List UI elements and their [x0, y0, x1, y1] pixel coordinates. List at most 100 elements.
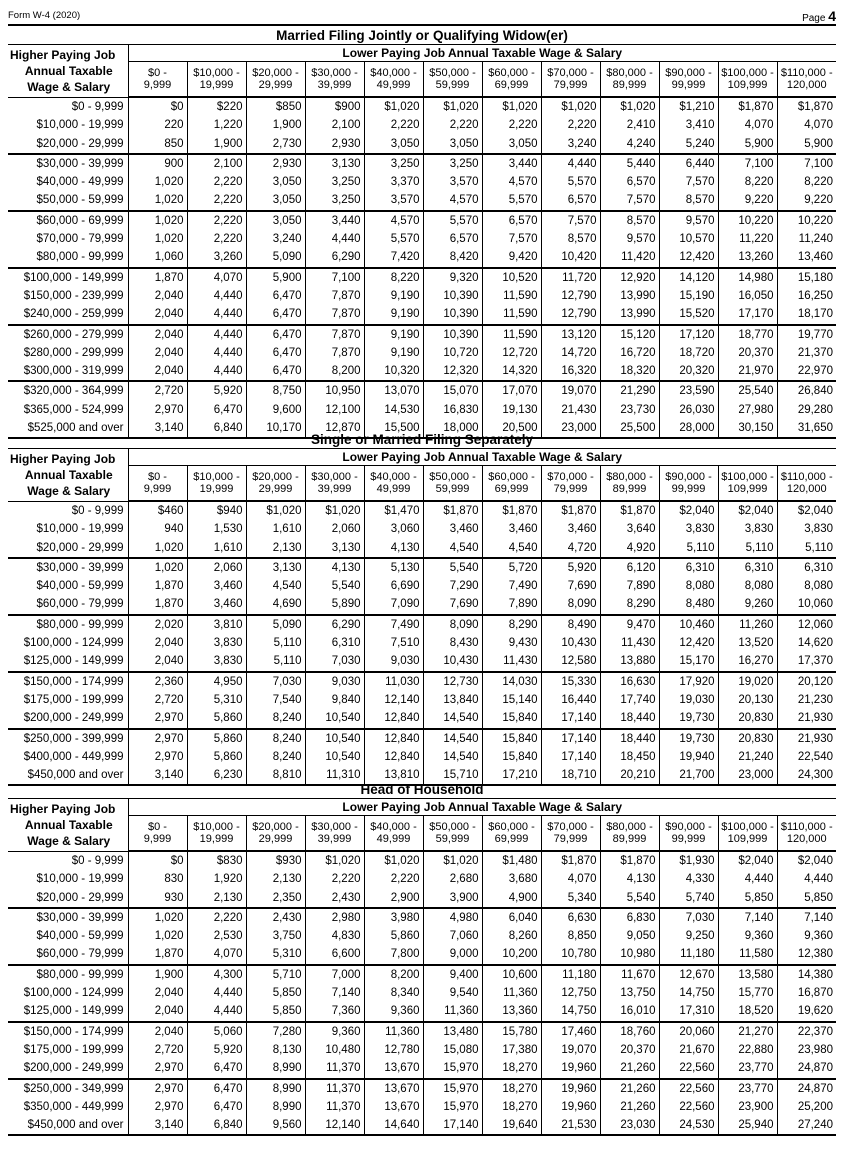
table-cell: 16,720: [599, 343, 659, 363]
table-cell: 7,090: [363, 595, 423, 615]
row-label: $150,000 - 174,999: [8, 1020, 129, 1041]
table-cell: 24,530: [658, 1116, 718, 1137]
page-number: Page 4: [802, 8, 836, 24]
table-cell: 28,000: [658, 419, 718, 440]
table-cell: 12,420: [658, 248, 718, 268]
table-cell: 16,010: [599, 1002, 659, 1022]
table-row: $0 - 9,999 $0 $220 $850 $900 $1,020 $1,020 $1,0…: [8, 97, 836, 117]
row-label: $20,000 - 29,999: [8, 538, 129, 558]
table-cell: 6,120: [599, 556, 659, 578]
column-header: $80,000 -89,999: [599, 61, 659, 98]
table-cell: 21,370: [776, 343, 836, 363]
table-cell: 5,340: [540, 888, 600, 908]
table-cell: 1,900: [127, 963, 187, 985]
table-cell: 1,870: [127, 595, 187, 615]
table-cell: 3,240: [245, 230, 305, 249]
table-cell: 21,290: [599, 380, 659, 401]
table-cell: 8,750: [245, 380, 305, 401]
table-cell: 17,120: [658, 323, 718, 344]
table-cell: 5,110: [245, 634, 305, 653]
table-cell: 5,540: [304, 577, 364, 596]
table-cell: 12,140: [363, 690, 423, 710]
table-cell: 7,800: [363, 945, 423, 965]
column-header-from: $20,000 -: [252, 821, 299, 833]
table-cell: 6,470: [186, 400, 246, 420]
column-header-to: 79,999: [553, 79, 588, 91]
table-row: $70,000 - 79,999 1,020 2,220 3,240 4,440 5,57…: [8, 230, 836, 249]
table-cell: 15,970: [422, 1077, 482, 1098]
column-header-to: 39,999: [317, 833, 352, 845]
table-cell: $1,870: [422, 501, 482, 521]
table-cell: 13,880: [599, 652, 659, 672]
table-cell: 12,780: [363, 1040, 423, 1060]
form-name: Form W-4 (2020): [8, 10, 81, 21]
table-cell: 8,220: [363, 266, 423, 287]
row-label: $200,000 - 249,999: [8, 709, 129, 729]
table-cell: 3,460: [186, 595, 246, 615]
column-header: $0 -9,999: [127, 61, 187, 98]
table-cell: 19,130: [481, 400, 541, 420]
table-cell: 5,110: [658, 538, 718, 558]
table-cell: 5,310: [245, 945, 305, 965]
table-cell: 2,040: [127, 1002, 187, 1022]
column-header-from: $50,000 -: [429, 821, 476, 833]
column-header-from: $110,000 -: [780, 471, 833, 483]
row-label: $100,000 - 124,999: [8, 984, 129, 1003]
table-cell: 14,540: [422, 727, 482, 748]
table-cell: 8,240: [245, 727, 305, 748]
row-label: $30,000 - 39,999: [8, 556, 129, 578]
table-cell: 25,200: [776, 1097, 836, 1117]
table-cell: 12,380: [776, 945, 836, 965]
column-header: $20,000 -29,999: [245, 61, 305, 98]
table-cell: 3,250: [304, 191, 364, 211]
table-cell: 5,130: [363, 556, 423, 578]
table-cell: 5,850: [776, 888, 836, 908]
table-cell: 26,030: [658, 400, 718, 420]
table-cell: 2,100: [304, 116, 364, 135]
row-label: $60,000 - 79,999: [8, 945, 129, 965]
table-cell: 2,020: [127, 613, 187, 635]
table-cell: 3,050: [245, 191, 305, 211]
table-cell: 2,980: [304, 906, 364, 928]
table-cell: 3,250: [304, 173, 364, 192]
table-cell: 11,310: [304, 766, 364, 787]
table-cell: 6,570: [540, 191, 600, 211]
table-cell: 6,470: [186, 1077, 246, 1098]
table-cell: 3,460: [481, 520, 541, 539]
table-cell: 18,720: [658, 343, 718, 363]
table-cell: 220: [127, 116, 187, 135]
table-cell: $1,020: [422, 97, 482, 117]
table-cell: 8,220: [717, 173, 777, 192]
table-cell: 5,860: [186, 727, 246, 748]
table-cell: 8,240: [245, 709, 305, 729]
table-cell: 21,230: [776, 690, 836, 710]
corner-line: Annual Taxable: [24, 63, 113, 78]
table-cell: 16,870: [776, 984, 836, 1003]
table-cell: 23,730: [599, 400, 659, 420]
table-cell: 1,870: [127, 945, 187, 965]
table-cell: 850: [127, 134, 187, 154]
table-cell: 12,750: [540, 984, 600, 1003]
table-cell: 13,810: [363, 766, 423, 787]
table-cell: 8,340: [363, 984, 423, 1003]
table-row: $80,000 - 99,999 1,900 4,300 5,710 7,000 8,20…: [8, 963, 836, 985]
table-row: $10,000 - 19,999 830 1,920 2,130 2,220 2,220 2…: [8, 870, 836, 889]
table-cell: 11,360: [422, 1002, 482, 1022]
table-row: $100,000 - 124,999 2,040 3,830 5,110 6,310 7,…: [8, 634, 836, 653]
column-header: $70,000 -79,999: [540, 61, 600, 98]
row-label: $125,000 - 149,999: [8, 1002, 129, 1022]
table-cell: 11,590: [481, 323, 541, 344]
table-cell: 21,240: [717, 747, 777, 767]
table-cell: 3,680: [481, 870, 541, 889]
corner-line: Higher Paying Job: [10, 801, 116, 816]
table-cell: 4,130: [304, 556, 364, 578]
table-cell: 5,110: [717, 538, 777, 558]
row-label: $80,000 - 99,999: [8, 248, 129, 268]
table-cell: 15,190: [658, 286, 718, 306]
table-cell: 9,190: [363, 323, 423, 344]
table-cell: 4,980: [422, 906, 482, 928]
table-cell: 7,030: [304, 652, 364, 672]
table-cell: 17,170: [717, 305, 777, 325]
table-cell: 6,470: [186, 1097, 246, 1117]
table-cell: 13,670: [363, 1097, 423, 1117]
